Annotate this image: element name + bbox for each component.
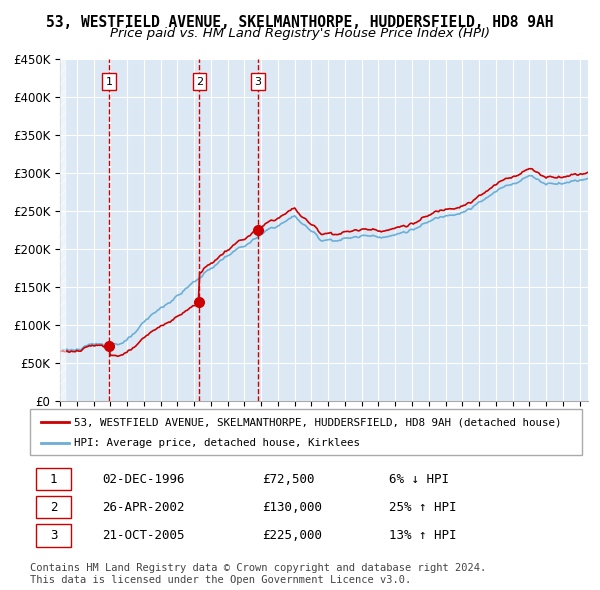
Text: 21-OCT-2005: 21-OCT-2005 xyxy=(102,529,184,542)
Text: 25% ↑ HPI: 25% ↑ HPI xyxy=(389,501,457,514)
Bar xyxy=(60,59,65,401)
Text: 13% ↑ HPI: 13% ↑ HPI xyxy=(389,529,457,542)
Text: 3: 3 xyxy=(254,77,261,87)
Text: 53, WESTFIELD AVENUE, SKELMANTHORPE, HUDDERSFIELD, HD8 9AH (detached house): 53, WESTFIELD AVENUE, SKELMANTHORPE, HUD… xyxy=(74,417,562,427)
Text: 26-APR-2002: 26-APR-2002 xyxy=(102,501,184,514)
FancyBboxPatch shape xyxy=(35,496,71,519)
Text: 6% ↓ HPI: 6% ↓ HPI xyxy=(389,473,449,486)
Text: 2: 2 xyxy=(196,77,203,87)
Text: £130,000: £130,000 xyxy=(262,501,322,514)
Text: 2: 2 xyxy=(50,501,58,514)
Text: 53, WESTFIELD AVENUE, SKELMANTHORPE, HUDDERSFIELD, HD8 9AH: 53, WESTFIELD AVENUE, SKELMANTHORPE, HUD… xyxy=(46,15,554,30)
Text: Price paid vs. HM Land Registry's House Price Index (HPI): Price paid vs. HM Land Registry's House … xyxy=(110,27,490,40)
Text: HPI: Average price, detached house, Kirklees: HPI: Average price, detached house, Kirk… xyxy=(74,438,360,448)
Text: £225,000: £225,000 xyxy=(262,529,322,542)
Text: 1: 1 xyxy=(50,473,58,486)
FancyBboxPatch shape xyxy=(35,468,71,490)
Text: Contains HM Land Registry data © Crown copyright and database right 2024.
This d: Contains HM Land Registry data © Crown c… xyxy=(30,563,486,585)
Text: £72,500: £72,500 xyxy=(262,473,314,486)
Text: 1: 1 xyxy=(106,77,112,87)
FancyBboxPatch shape xyxy=(30,409,582,455)
FancyBboxPatch shape xyxy=(35,525,71,546)
Text: 02-DEC-1996: 02-DEC-1996 xyxy=(102,473,184,486)
Text: 3: 3 xyxy=(50,529,58,542)
